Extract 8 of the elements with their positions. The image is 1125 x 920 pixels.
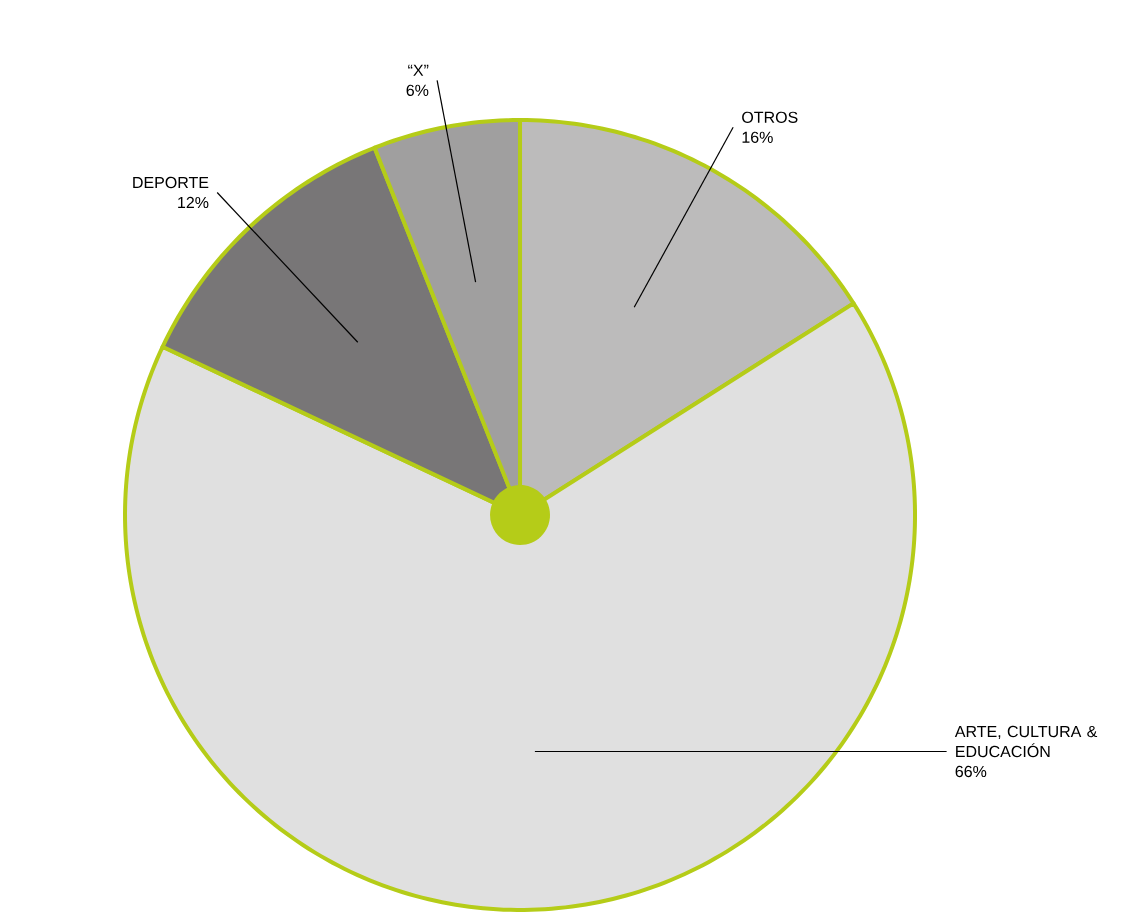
- slice-label: OTROS: [742, 111, 798, 123]
- slice-label: “X”: [408, 64, 429, 76]
- slice-label: ARTE, CULTURA & EDUCACIÓN: [954, 725, 1098, 758]
- data-label: 6%: [406, 84, 429, 97]
- data-label: 16%: [742, 131, 773, 143]
- slice-label: DEPORTE: [133, 176, 209, 189]
- data-label: 12%: [178, 196, 209, 209]
- data-label: 66%: [955, 765, 987, 778]
